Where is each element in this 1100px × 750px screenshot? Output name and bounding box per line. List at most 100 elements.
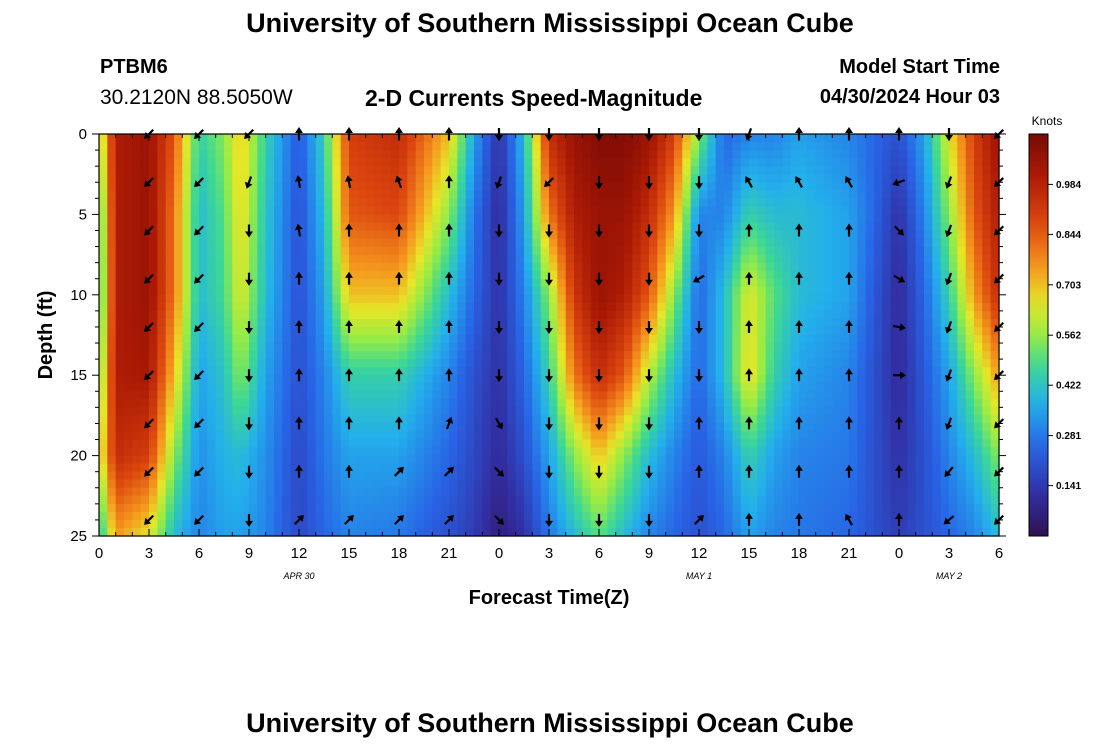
heatmap-cell [507,479,517,489]
heatmap-cell [299,302,308,312]
heatmap-cell [849,495,858,505]
heatmap-cell [232,166,242,175]
heatmap-cell [124,134,133,143]
heatmap-cell [99,222,108,232]
heatmap-cell [224,351,233,360]
heatmap-cell [249,447,258,457]
heatmap-cell [782,230,792,240]
heatmap-cell [357,278,367,288]
heatmap-cell [899,479,908,489]
heatmap-cell [140,391,150,400]
heatmap-cell [524,335,533,344]
heatmap-cell [232,447,242,457]
heatmap-cell [415,479,425,489]
heatmap-cell [707,198,717,207]
heatmap-cell [482,455,492,465]
heatmap-cell [590,166,600,175]
heatmap-cell [474,415,483,425]
heatmap-cell [224,391,233,400]
heatmap-cell [249,463,258,473]
heatmap-cell [490,158,500,167]
heatmap-cell [324,214,333,224]
heatmap-cell [832,222,842,232]
heatmap-cell [715,182,725,191]
heatmap-cell [557,455,567,465]
heatmap-cell [332,302,342,312]
heatmap-cell [132,142,142,151]
heatmap-cell [174,519,183,529]
heatmap-cell [474,158,483,167]
heatmap-cell [290,351,300,360]
heatmap-cell [882,455,892,465]
heatmap-cell [757,423,767,433]
heatmap-cell [832,142,842,151]
heatmap-cell [549,415,558,425]
heatmap-cell [782,375,792,384]
heatmap-cell [357,294,367,304]
heatmap-cell [774,335,783,344]
heatmap-cell [249,278,258,288]
heatmap-cell [365,447,375,457]
heatmap-cell [582,359,592,368]
heatmap-cell [574,158,583,167]
heatmap-cell [457,351,467,360]
heatmap-cell [449,134,458,143]
heatmap-cell [574,343,583,352]
heatmap-cell [290,294,300,304]
heatmap-cell [324,527,333,537]
heatmap-cell [124,343,133,352]
heatmap-cell [357,206,367,215]
heatmap-cell [874,351,883,360]
heatmap-cell [399,222,408,232]
heatmap-cell [590,487,600,497]
heatmap-cell [249,431,258,441]
heatmap-cell [274,278,283,288]
heatmap-cell [282,310,292,320]
heatmap-cell [924,286,933,296]
heatmap-cell [824,399,833,408]
heatmap-cell [599,463,608,473]
heatmap-cell [282,343,292,352]
heatmap-cell [190,246,200,256]
heatmap-cell [907,375,917,384]
heatmap-cell [682,423,692,433]
heatmap-cell [107,142,117,151]
heatmap-cell [115,222,125,232]
heatmap-cell [365,182,375,191]
heatmap-cell [607,439,617,449]
heatmap-cell [424,174,433,183]
heatmap-cell [107,487,117,497]
heatmap-cell [307,487,317,497]
heatmap-cell [299,310,308,320]
heatmap-cell [124,214,133,224]
heatmap-cell [915,511,925,521]
heatmap-cell [849,238,858,248]
heatmap-cell [557,367,567,376]
heatmap-cell [174,415,183,425]
heatmap-cell [99,423,108,433]
heatmap-cell [340,399,350,408]
heatmap-cell [340,326,350,336]
heatmap-cell [274,399,283,408]
heatmap-cell [307,503,317,513]
heatmap-cell [132,519,142,529]
heatmap-cell [774,214,783,224]
heatmap-cell [190,351,200,360]
heatmap-cell [249,383,258,392]
heatmap-cell [157,455,167,465]
heatmap-cell [682,134,692,143]
heatmap-cell [190,254,200,264]
heatmap-cell [390,415,400,425]
heatmap-cell [490,134,500,143]
heatmap-cell [607,343,617,352]
heatmap-cell [832,302,842,312]
heatmap-cell [765,318,775,328]
heatmap-cell [915,326,925,336]
heatmap-cell [632,335,642,344]
heatmap-cell [232,302,242,312]
heatmap-cell [824,182,833,191]
heatmap-cell [815,278,825,288]
heatmap-cell [415,343,425,352]
station-name: PTBM6 [100,56,168,78]
heatmap-cell [782,174,792,183]
